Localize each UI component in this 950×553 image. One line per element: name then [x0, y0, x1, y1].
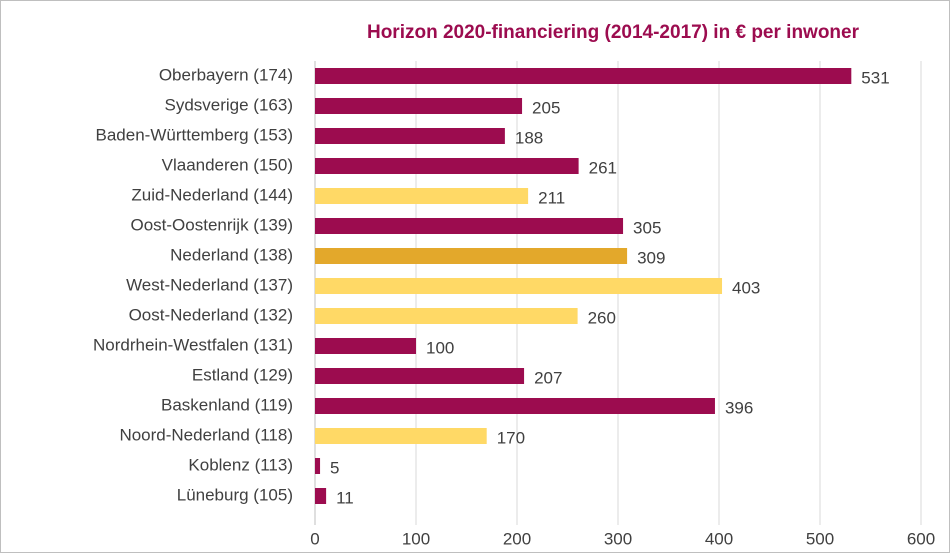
x-tick-label: 600	[907, 529, 935, 548]
chart-title: Horizon 2020-financiering (2014-2017) in…	[367, 22, 860, 43]
y-tick-label: Noord-Nederland (118)	[119, 425, 293, 444]
data-label: 403	[732, 278, 760, 297]
y-tick-label: West-Nederland (137)	[126, 275, 293, 294]
x-tick-label: 400	[705, 529, 733, 548]
x-tick-label: 0	[310, 529, 319, 548]
data-label: 100	[426, 338, 454, 357]
bar	[315, 128, 505, 144]
bar	[315, 188, 529, 204]
y-tick-label: Sydsverige (163)	[164, 95, 293, 114]
bar	[315, 428, 487, 444]
y-tick-label: Oberbayern (174)	[159, 65, 293, 84]
bar	[315, 308, 578, 324]
y-tick-label: Vlaanderen (150)	[162, 155, 293, 174]
bar	[315, 488, 327, 504]
data-label: 305	[633, 218, 661, 237]
bar	[315, 368, 525, 384]
bar	[315, 458, 321, 474]
x-tick-label: 300	[604, 529, 632, 548]
data-label: 261	[589, 158, 617, 177]
y-tick-label: Zuid-Nederland (144)	[131, 185, 293, 204]
y-tick-label: Baden-Württemberg (153)	[96, 125, 293, 144]
y-tick-label: Oost-Nederland (132)	[129, 305, 293, 324]
data-label: 11	[336, 488, 354, 507]
y-tick-label: Nordrhein-Westfalen (131)	[93, 335, 293, 354]
data-label: 309	[637, 248, 665, 267]
data-label: 531	[861, 68, 889, 87]
x-tick-label: 200	[503, 529, 531, 548]
data-label: 5	[330, 458, 339, 477]
data-label: 260	[588, 308, 616, 327]
bar	[315, 398, 715, 414]
bar	[315, 218, 624, 234]
x-tick-label: 500	[806, 529, 834, 548]
data-label: 205	[532, 98, 560, 117]
y-tick-label: Koblenz (113)	[188, 455, 293, 474]
data-label: 170	[497, 428, 525, 447]
y-tick-label: Estland (129)	[192, 365, 293, 384]
y-tick-label: Oost-Oostenrijk (139)	[131, 215, 294, 234]
data-label: 188	[515, 128, 543, 147]
data-label: 207	[534, 368, 562, 387]
data-label: 396	[725, 398, 753, 417]
bar	[315, 338, 416, 354]
bar	[315, 158, 579, 174]
bar	[315, 68, 852, 84]
x-tick-label: 100	[402, 529, 430, 548]
bar	[315, 278, 723, 294]
y-tick-label: Baskenland (119)	[161, 395, 293, 414]
y-tick-label: Nederland (138)	[170, 245, 293, 264]
bar	[315, 98, 523, 114]
bar	[315, 248, 628, 264]
y-tick-label: Lüneburg (105)	[177, 485, 293, 504]
data-label: 211	[538, 188, 565, 207]
